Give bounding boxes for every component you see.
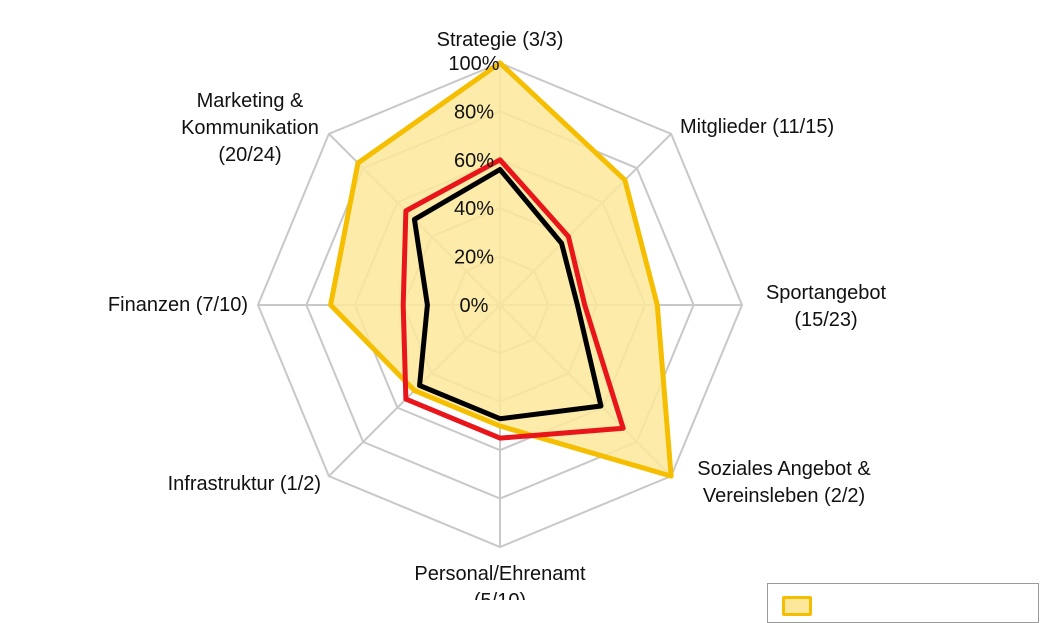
tick-label: 100%	[448, 53, 499, 75]
axis-label-7: Marketing & Kommunikation (20/24)	[181, 90, 319, 166]
tick-label: 40%	[454, 198, 494, 220]
series-0-polygon	[328, 60, 674, 479]
axis-label-1: Mitglieder (11/15)	[680, 116, 834, 138]
tick-label: 60%	[454, 150, 494, 172]
axis-label-6: Finanzen (7/10)	[108, 294, 248, 316]
tick-label: 0%	[460, 295, 489, 317]
legend	[767, 583, 1039, 623]
series-1-polygon	[400, 157, 626, 441]
axis-label-0: Strategie (3/3)	[437, 29, 564, 51]
axis-label-5: Infrastruktur (1/2)	[168, 473, 321, 495]
series-2-polygon	[411, 166, 604, 422]
tick-label: 20%	[454, 247, 494, 269]
radar-series	[328, 60, 674, 479]
axis-label-4: Personal/Ehrenamt(5/10)	[414, 563, 586, 600]
axis-labels: Strategie (3/3) Mitglieder (11/15) Sportan…	[108, 29, 887, 600]
axis-label-3: Soziales Angebot & Vereinsleben (2/2)	[697, 458, 871, 507]
legend-swatch-yellow	[782, 596, 812, 616]
axis-label-2: Sportangebot (15/23)	[766, 282, 887, 331]
tick-label: 80%	[454, 101, 494, 123]
radial-tick-labels: 0% 20% 40% 60% 80% 100%	[448, 53, 499, 317]
radar-chart: 0% 20% 40% 60% 80% 100% Strategie (3/3) Mitgli…	[108, 29, 887, 600]
